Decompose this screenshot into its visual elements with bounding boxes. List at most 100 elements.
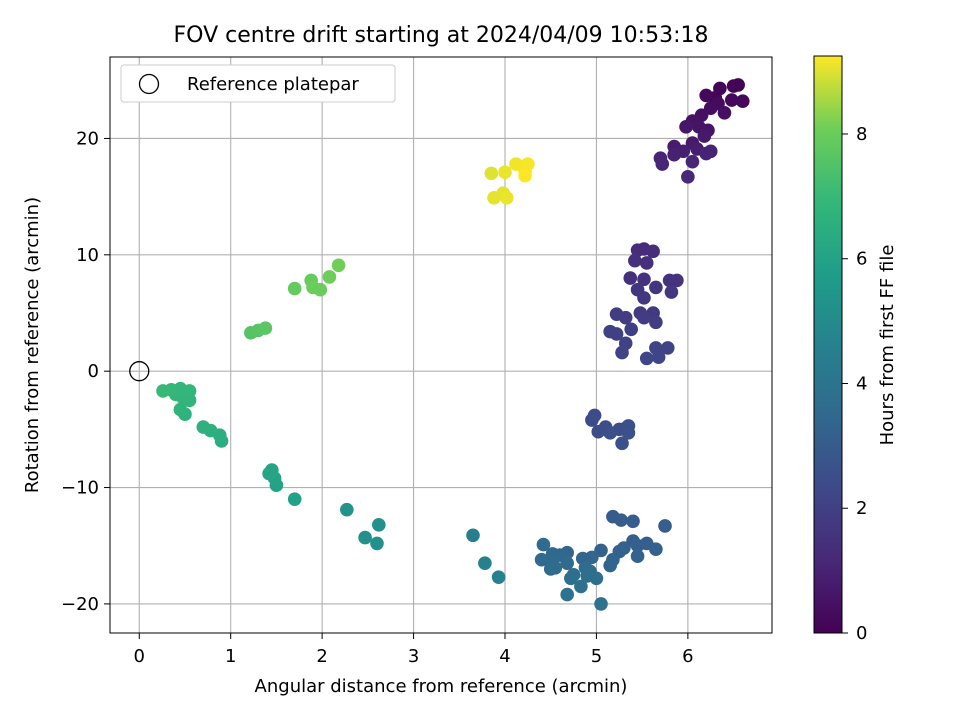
scatter-point — [649, 280, 663, 295]
scatter-point — [630, 549, 645, 563]
scatter-point — [735, 94, 750, 109]
scatter-point — [703, 144, 718, 159]
scatter-point — [173, 402, 188, 417]
scatter-point — [724, 93, 739, 107]
scatter-point — [560, 587, 574, 602]
colorbar-label: Hours from first FF file — [877, 245, 898, 446]
scatter-point — [623, 271, 638, 285]
reference-point — [129, 361, 150, 382]
plot-grid — [110, 57, 772, 633]
scatter-point — [658, 519, 672, 533]
scatter-point — [614, 513, 628, 527]
scatter-point — [196, 420, 211, 434]
scatter-point — [646, 244, 660, 259]
scatter-point — [466, 528, 480, 543]
scatter-point — [534, 552, 549, 567]
reference-marker — [129, 361, 150, 382]
scatter-point — [655, 157, 670, 171]
scatter-point — [685, 154, 700, 169]
y-tick-label: 20 — [76, 128, 99, 149]
plot-frame — [109, 56, 773, 634]
scatter-point — [287, 281, 302, 296]
scatter-point — [639, 351, 654, 366]
scatter-point — [679, 120, 693, 134]
scatter-point — [358, 530, 372, 545]
y-axis-label: Rotation from reference (arcmin) — [22, 197, 43, 493]
x-axis: 0 1 2 3 4 5 6 — [134, 633, 694, 667]
scatter-point — [630, 243, 645, 257]
colorbar-tick-label: 6 — [856, 249, 867, 270]
scatter-point — [651, 350, 666, 365]
scatter-point — [699, 88, 713, 103]
x-tick-label: 2 — [316, 646, 327, 667]
y-axis: −20 −10 0 10 20 — [61, 128, 110, 615]
scatter-point — [491, 570, 506, 584]
y-tick-label: −10 — [61, 478, 99, 499]
scatter-point — [340, 502, 354, 517]
scatter-point — [313, 282, 328, 297]
colorbar-tick-label: 0 — [856, 623, 867, 644]
scatter-point — [639, 256, 654, 270]
colorbar-tick-label: 2 — [856, 498, 867, 519]
chart-title: FOV centre drift starting at 2024/04/09 … — [174, 23, 709, 48]
scatter-point — [609, 327, 624, 341]
scatter-point — [637, 272, 651, 287]
legend: Reference platepar — [120, 64, 396, 103]
scatter-point — [628, 253, 642, 268]
x-tick-label: 1 — [225, 646, 236, 667]
scatter-point — [287, 492, 302, 506]
scatter-point — [603, 426, 617, 440]
scatter-point — [500, 191, 514, 205]
scatter-point — [589, 571, 604, 586]
scatter-point — [536, 537, 551, 552]
scatter-point — [594, 597, 608, 611]
scatter-point — [667, 147, 681, 162]
scatter-point — [156, 384, 170, 398]
scatter-point — [726, 79, 741, 93]
x-tick-label: 3 — [408, 646, 419, 667]
scatter-point — [637, 310, 651, 325]
y-tick-label: 0 — [88, 361, 99, 382]
scatter-point — [265, 463, 279, 477]
scatter-point — [624, 322, 638, 337]
y-tick-label: −20 — [61, 594, 99, 615]
scatter-point — [370, 536, 384, 551]
x-tick-label: 5 — [591, 646, 602, 667]
x-axis-label: Angular distance from reference (arcmin) — [255, 676, 628, 697]
x-tick-label: 0 — [134, 646, 145, 667]
scatter-point — [372, 517, 386, 532]
scatter-point — [484, 166, 499, 181]
scatter-point — [615, 436, 629, 451]
x-tick-label: 4 — [499, 646, 510, 667]
scatter-point — [322, 270, 337, 284]
scatter-point — [717, 106, 732, 120]
scatter-point — [560, 556, 574, 570]
scatter-point — [518, 168, 532, 183]
scatter-point — [258, 321, 273, 335]
scatter-point — [660, 341, 675, 355]
scatter-point — [618, 310, 633, 325]
y-tick-label: 10 — [76, 245, 99, 266]
scatter-point — [621, 426, 636, 440]
scatter-point — [564, 571, 578, 586]
scatter-point — [587, 408, 602, 423]
scatter-point — [331, 258, 346, 273]
scatter-point — [591, 424, 606, 439]
scatter-point — [478, 556, 492, 570]
legend-box — [120, 64, 396, 103]
colorbar: 0 2 4 6 8 Hours from first FF file — [813, 55, 898, 644]
scatter-point — [681, 170, 695, 184]
x-tick-label: 6 — [682, 646, 693, 667]
scatter-point — [637, 291, 651, 305]
scatter-point — [649, 542, 663, 557]
scatter-point — [603, 558, 617, 573]
scatter-point — [649, 315, 663, 330]
colorbar-tick-label: 8 — [856, 124, 867, 145]
scatter-point — [626, 514, 640, 529]
colorbar-gradient — [813, 55, 843, 634]
scatter-point — [543, 562, 558, 576]
legend-entry-label: Reference platepar — [187, 74, 359, 95]
legend-marker-icon — [138, 73, 160, 95]
scatter-point — [574, 579, 588, 594]
